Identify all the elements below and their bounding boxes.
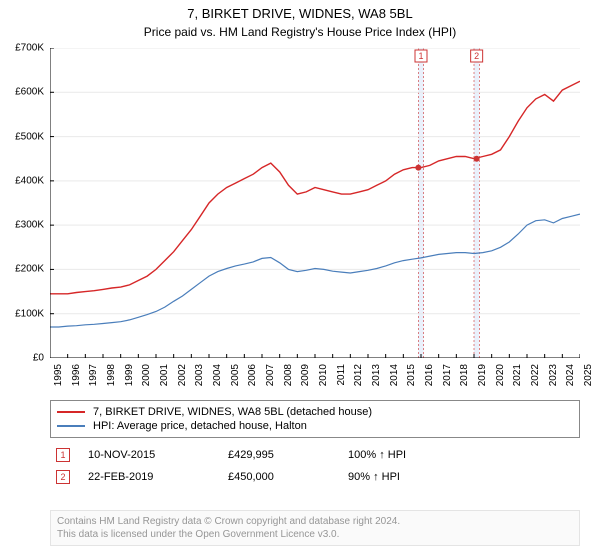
transaction-row: 2 22-FEB-2019£450,00090% ↑ HPI [50, 466, 580, 488]
band-marker-2: 2 [471, 50, 483, 62]
legend-label: 7, BIRKET DRIVE, WIDNES, WA8 5BL (detach… [93, 406, 372, 418]
x-tick-label: 1998 [106, 364, 117, 386]
transaction-pct: 90% ↑ HPI [348, 471, 438, 483]
x-tick-label: 2013 [371, 364, 382, 386]
transaction-marker: 2 [56, 470, 70, 484]
plot-svg: 12 [50, 48, 580, 358]
legend-swatch [57, 425, 85, 427]
footer-line1: Contains HM Land Registry data © Crown c… [57, 515, 573, 528]
transactions-table: 1 10-NOV-2015£429,995100% ↑ HPI 2 22-FEB-20… [50, 444, 580, 488]
svg-text:2: 2 [474, 51, 479, 61]
legend-item: HPI: Average price, detached house, Halt… [57, 419, 573, 433]
chart-title: 7, BIRKET DRIVE, WIDNES, WA8 5BL [0, 0, 600, 23]
x-tick-label: 2012 [353, 364, 364, 386]
y-tick-label: £500K [15, 131, 44, 142]
x-tick-label: 1996 [71, 364, 82, 386]
y-tick-label: £600K [15, 87, 44, 98]
y-tick-label: £300K [15, 220, 44, 231]
x-tick-label: 2023 [548, 364, 559, 386]
x-tick-label: 2014 [389, 364, 400, 386]
transaction-date: 22-FEB-2019 [88, 471, 228, 483]
sale-marker-dot [415, 165, 421, 171]
transaction-date: 10-NOV-2015 [88, 449, 228, 461]
footer-attribution: Contains HM Land Registry data © Crown c… [50, 510, 580, 546]
chart-container: 7, BIRKET DRIVE, WIDNES, WA8 5BL Price p… [0, 0, 600, 560]
svg-text:1: 1 [418, 51, 423, 61]
x-tick-label: 2024 [565, 364, 576, 386]
x-tick-label: 2000 [141, 364, 152, 386]
transaction-price: £450,000 [228, 471, 348, 483]
y-tick-label: £100K [15, 308, 44, 319]
x-tick-label: 2006 [247, 364, 258, 386]
transaction-marker: 1 [56, 448, 70, 462]
y-tick-label: £200K [15, 264, 44, 275]
y-tick-label: £0 [33, 353, 44, 364]
x-tick-label: 2015 [406, 364, 417, 386]
x-tick-label: 1999 [124, 364, 135, 386]
y-axis: £0£100K£200K£300K£400K£500K£600K£700K [0, 48, 48, 358]
legend-swatch [57, 411, 85, 413]
x-tick-label: 2019 [477, 364, 488, 386]
x-tick-label: 2010 [318, 364, 329, 386]
x-tick-label: 2008 [283, 364, 294, 386]
band-marker-1: 1 [415, 50, 427, 62]
footer-line2: This data is licensed under the Open Gov… [57, 528, 573, 541]
y-tick-label: £700K [15, 43, 44, 54]
x-axis: 1995 1996 1997 1998 1999 2000 2001 2002 2003 2004… [50, 360, 580, 400]
chart-subtitle: Price paid vs. HM Land Registry's House … [0, 23, 600, 39]
plot-area: 12 [50, 48, 580, 358]
x-tick-label: 2025 [583, 364, 594, 386]
transaction-price: £429,995 [228, 449, 348, 461]
legend: 7, BIRKET DRIVE, WIDNES, WA8 5BL (detach… [50, 400, 580, 438]
x-tick-label: 2022 [530, 364, 541, 386]
x-tick-label: 1997 [88, 364, 99, 386]
x-tick-label: 2017 [442, 364, 453, 386]
legend-item: 7, BIRKET DRIVE, WIDNES, WA8 5BL (detach… [57, 405, 573, 419]
x-tick-label: 2003 [194, 364, 205, 386]
x-tick-label: 2002 [177, 364, 188, 386]
x-tick-label: 2009 [300, 364, 311, 386]
y-tick-label: £400K [15, 175, 44, 186]
legend-label: HPI: Average price, detached house, Halt… [93, 420, 307, 432]
x-tick-label: 1995 [53, 364, 64, 386]
transaction-pct: 100% ↑ HPI [348, 449, 438, 461]
x-tick-label: 2001 [159, 364, 170, 386]
x-tick-label: 2021 [512, 364, 523, 386]
x-tick-label: 2020 [495, 364, 506, 386]
x-tick-label: 2005 [230, 364, 241, 386]
transaction-row: 1 10-NOV-2015£429,995100% ↑ HPI [50, 444, 580, 466]
x-tick-label: 2018 [459, 364, 470, 386]
x-tick-label: 2011 [336, 364, 347, 386]
x-tick-label: 2016 [424, 364, 435, 386]
x-tick-label: 2004 [212, 364, 223, 386]
x-tick-label: 2007 [265, 364, 276, 386]
sale-marker-dot [474, 156, 480, 162]
